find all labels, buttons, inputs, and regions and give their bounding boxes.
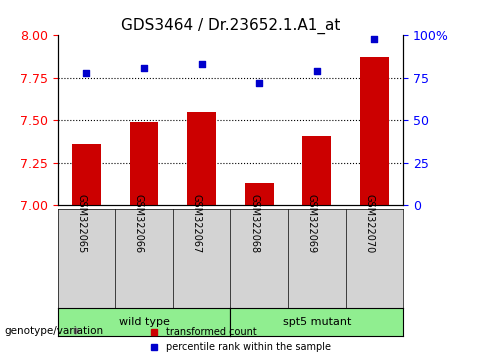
Point	[313, 68, 321, 74]
Bar	[245, 183, 274, 205]
Point	[371, 36, 378, 42]
Text: genotype/variation: genotype/variation	[5, 326, 104, 336]
Bar	[302, 136, 331, 205]
Title: GDS3464 / Dr.23652.1.A1_at: GDS3464 / Dr.23652.1.A1_at	[120, 18, 340, 34]
Text: GSM322067: GSM322067	[192, 194, 202, 253]
Bar	[360, 57, 389, 205]
Point	[83, 70, 90, 76]
Text: GSM322069: GSM322069	[307, 194, 317, 253]
Point	[140, 65, 148, 70]
Text: GSM322065: GSM322065	[76, 194, 86, 253]
Bar	[130, 122, 158, 205]
Text: spt5 mutant: spt5 mutant	[283, 317, 351, 327]
Text: GSM322066: GSM322066	[134, 194, 144, 253]
Text: GSM322070: GSM322070	[364, 194, 374, 253]
Text: wild type: wild type	[119, 317, 169, 327]
Text: GSM322068: GSM322068	[249, 194, 259, 253]
Point	[255, 80, 263, 86]
Bar	[72, 144, 101, 205]
Point	[198, 62, 205, 67]
Bar	[187, 112, 216, 205]
Legend: transformed count, percentile rank within the sample: transformed count, percentile rank withi…	[145, 324, 335, 354]
